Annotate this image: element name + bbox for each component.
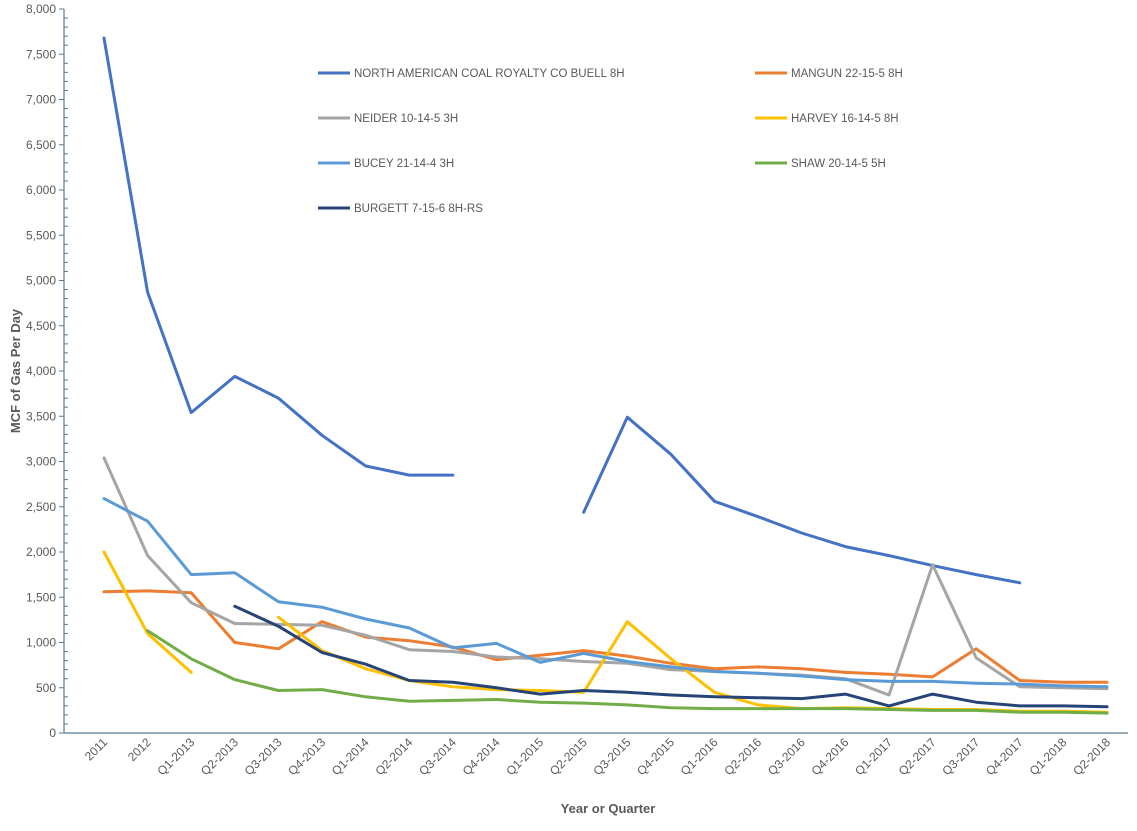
legend-item: SHAW 20-14-5 5H bbox=[755, 158, 886, 170]
y-tick-label: 2,500 bbox=[26, 500, 56, 514]
legend-label: HARVEY 16-14-5 8H bbox=[791, 113, 899, 125]
x-tick-label: Q2-2018 bbox=[1070, 735, 1113, 778]
series-line bbox=[104, 552, 191, 672]
x-tick-label: Q1-2014 bbox=[329, 735, 372, 778]
y-tick-label: 3,000 bbox=[26, 455, 56, 469]
legend-item: NEIDER 10-14-5 3H bbox=[318, 113, 458, 125]
x-tick-label: Q2-2013 bbox=[198, 735, 241, 778]
legend-label: SHAW 20-14-5 5H bbox=[791, 158, 886, 170]
x-tick-label: Q3-2015 bbox=[591, 735, 634, 778]
y-tick-label: 2,000 bbox=[26, 545, 56, 559]
y-tick-label: 8,000 bbox=[26, 2, 56, 16]
legend-label: BURGETT 7-15-6 8H-RS bbox=[354, 203, 483, 215]
y-axis-title: MCF of Gas Per Day bbox=[8, 308, 23, 433]
x-tick-label: Q4-2013 bbox=[285, 735, 328, 778]
x-tick-label: Q4-2014 bbox=[460, 735, 503, 778]
x-tick-label: Q4-2015 bbox=[634, 735, 677, 778]
x-tick-label: Q1-2017 bbox=[852, 735, 895, 778]
y-tick-label: 6,500 bbox=[26, 138, 56, 152]
x-tick-label: Q2-2017 bbox=[896, 735, 939, 778]
x-tick-label: Q2-2014 bbox=[372, 735, 415, 778]
x-tick-label: Q1-2016 bbox=[678, 735, 721, 778]
x-tick-label: Q1-2015 bbox=[503, 735, 546, 778]
legend-label: BUCEY 21-14-4 3H bbox=[354, 158, 454, 170]
y-tick-label: 5,500 bbox=[26, 228, 56, 242]
series-lines bbox=[104, 38, 1107, 713]
legend-label: MANGUN 22-15-5 8H bbox=[791, 68, 903, 80]
y-tick-label: 3,500 bbox=[26, 409, 56, 423]
x-tick-label: Q4-2017 bbox=[983, 735, 1026, 778]
legend-item: MANGUN 22-15-5 8H bbox=[755, 68, 903, 80]
legend-item: NORTH AMERICAN COAL ROYALTY CO BUELL 8H bbox=[318, 68, 625, 80]
y-tick-label: 1,500 bbox=[26, 590, 56, 604]
x-tick-label: Q1-2018 bbox=[1027, 735, 1070, 778]
x-tick-label: Q3-2017 bbox=[939, 735, 982, 778]
x-tick-label: Q2-2016 bbox=[721, 735, 764, 778]
series-4 bbox=[104, 499, 1107, 687]
series-line bbox=[104, 591, 1107, 682]
series-line bbox=[584, 417, 1020, 583]
x-tick-label: Q3-2016 bbox=[765, 735, 808, 778]
legend-item: BURGETT 7-15-6 8H-RS bbox=[318, 203, 483, 215]
y-tick-label: 7,500 bbox=[26, 47, 56, 61]
series-3 bbox=[104, 552, 1107, 712]
y-tick-label: 500 bbox=[36, 681, 56, 695]
legend-label: NORTH AMERICAN COAL ROYALTY CO BUELL 8H bbox=[354, 68, 625, 80]
series-1 bbox=[104, 591, 1107, 683]
y-axis: 0 500 1,000 1,500 2,000 2,500 3,000 3,500 4,000 4… bbox=[26, 2, 68, 740]
series-line bbox=[104, 38, 453, 475]
x-tick-label: Q2-2015 bbox=[547, 735, 590, 778]
legend-item: BUCEY 21-14-4 3H bbox=[318, 158, 454, 170]
legend: NORTH AMERICAN COAL ROYALTY CO BUELL 8H M… bbox=[318, 68, 903, 215]
legend-label: NEIDER 10-14-5 3H bbox=[354, 113, 458, 125]
x-tick-label: 2012 bbox=[125, 735, 154, 764]
series-line bbox=[104, 499, 1107, 687]
legend-item: HARVEY 16-14-5 8H bbox=[755, 113, 899, 125]
x-tick-label: Q4-2016 bbox=[809, 735, 852, 778]
y-tick-label: 1,000 bbox=[26, 636, 56, 650]
x-axis-title: Year or Quarter bbox=[561, 801, 656, 816]
y-tick-label: 6,000 bbox=[26, 183, 56, 197]
x-tick-label: 2011 bbox=[82, 735, 110, 763]
y-tick-label: 4,500 bbox=[26, 319, 56, 333]
y-tick-label: 7,000 bbox=[26, 93, 56, 107]
x-tick-label: Q1-2013 bbox=[154, 735, 197, 778]
y-tick-label: 4,000 bbox=[26, 364, 56, 378]
y-tick-label: 5,000 bbox=[26, 274, 56, 288]
x-tick-label: Q3-2014 bbox=[416, 735, 459, 778]
y-tick-label: 0 bbox=[49, 726, 56, 740]
x-tick-label: Q3-2013 bbox=[242, 735, 285, 778]
